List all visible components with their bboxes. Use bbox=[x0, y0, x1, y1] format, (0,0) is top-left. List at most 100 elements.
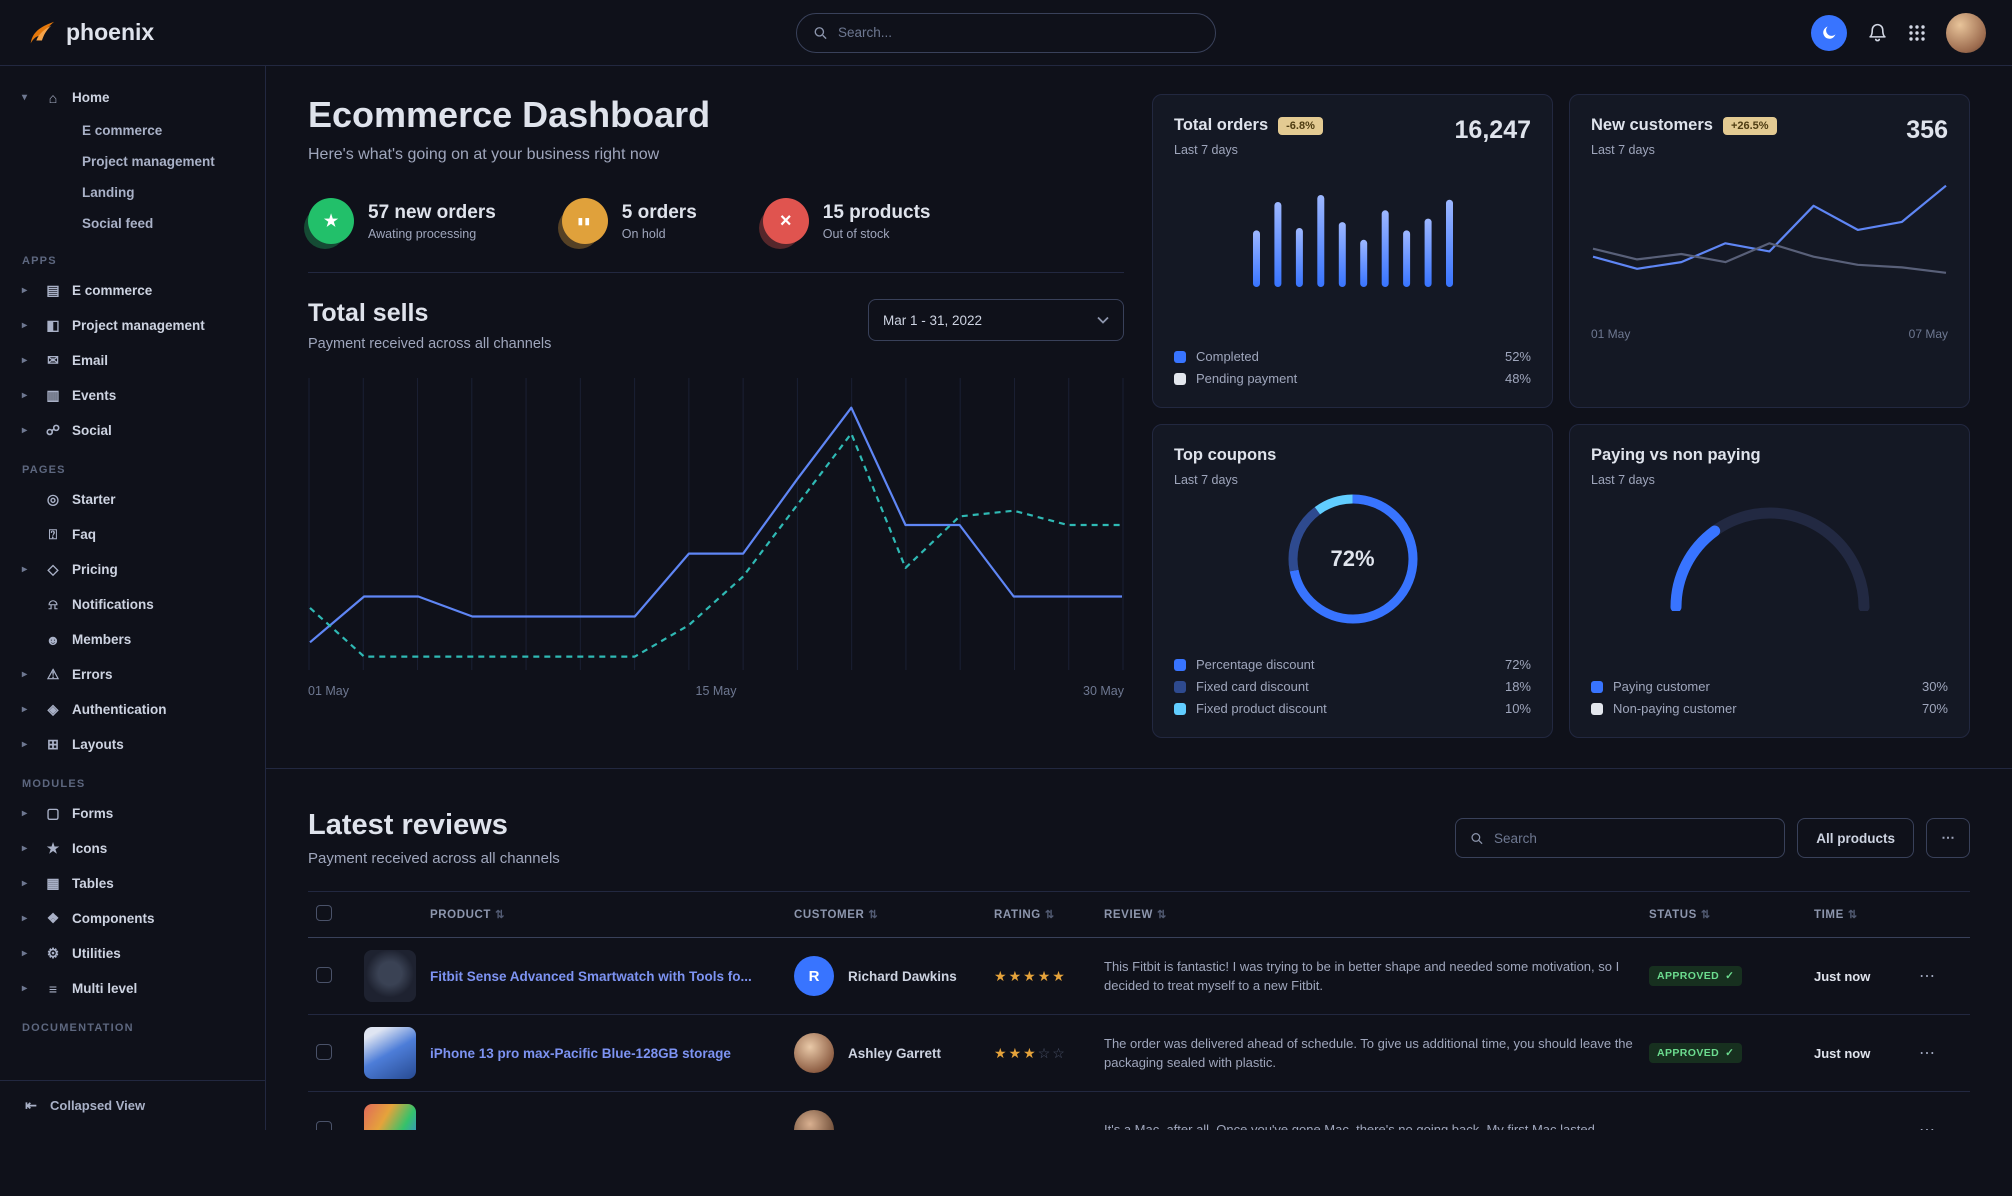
sidebar-item-label: Errors bbox=[72, 667, 113, 682]
legend-value: 52% bbox=[1505, 349, 1531, 364]
sidebar-item-tables[interactable]: ▸ ▦ Tables bbox=[0, 866, 265, 901]
status-badge: APPROVED ✓ bbox=[1649, 966, 1742, 986]
share-icon: ☍ bbox=[44, 422, 62, 439]
sidebar-item-authentication[interactable]: ▸ ◈ Authentication bbox=[0, 692, 265, 727]
sidebar-item-ecommerce[interactable]: ▸ ▤ E commerce bbox=[0, 273, 265, 308]
chevron-right-icon: ▸ bbox=[22, 425, 34, 436]
stat-value: 5 orders bbox=[622, 202, 697, 224]
reviews-search[interactable] bbox=[1455, 818, 1785, 858]
close-icon: × bbox=[763, 198, 809, 244]
reviews-title: Latest reviews bbox=[308, 809, 560, 842]
donut-center-value: 72% bbox=[1287, 493, 1419, 625]
collapse-sidebar-button[interactable]: ⇤ Collapsed View bbox=[0, 1080, 265, 1130]
table-row[interactable]: iPhone 13 pro max-Pacific Blue-128GB sto… bbox=[308, 1015, 1970, 1092]
avatar-image bbox=[1946, 13, 1986, 53]
collapse-label: Collapsed View bbox=[50, 1098, 145, 1113]
sidebar-item-faq[interactable]: ⍰ Faq bbox=[0, 517, 265, 552]
apps-grid-button[interactable] bbox=[1908, 24, 1926, 42]
chevron-right-icon: ▸ bbox=[22, 669, 34, 680]
sidebar-item-social[interactable]: ▸ ☍ Social bbox=[0, 413, 265, 448]
row-actions-button[interactable]: ⋯ bbox=[1919, 1043, 1935, 1063]
row-checkbox[interactable] bbox=[316, 1121, 332, 1131]
cart-icon: ▤ bbox=[44, 282, 62, 299]
notifications-button[interactable] bbox=[1867, 22, 1888, 43]
chevron-right-icon: ▸ bbox=[22, 390, 34, 401]
product-link[interactable]: iPhone 13 pro max-Pacific Blue-128GB sto… bbox=[430, 1046, 731, 1061]
stat-orders-on-hold: ▮▮ 5 orders On hold bbox=[562, 198, 697, 244]
chevron-right-icon: ▸ bbox=[22, 913, 34, 924]
chevron-right-icon: ▸ bbox=[22, 704, 34, 715]
sidebar-item-project-management[interactable]: ▸ ◧ Project management bbox=[0, 308, 265, 343]
sidebar-item-label: Pricing bbox=[72, 562, 118, 577]
column-header-status[interactable]: STATUS⇅ bbox=[1641, 892, 1806, 938]
theme-toggle-button[interactable] bbox=[1811, 15, 1847, 51]
sidebar-subitem-ecommerce[interactable]: E commerce bbox=[0, 115, 265, 146]
top-coupons-donut-wrap: 72% bbox=[1287, 493, 1419, 625]
sidebar-item-forms[interactable]: ▸ ▢ Forms bbox=[0, 796, 265, 831]
column-header-review[interactable]: REVIEW⇅ bbox=[1096, 892, 1641, 938]
card-top-coupons: Top coupons Last 7 days 72% Percentage d… bbox=[1152, 424, 1553, 738]
sidebar-item-starter[interactable]: ◎ Starter bbox=[0, 482, 265, 517]
legend-value: 10% bbox=[1505, 701, 1531, 716]
product-link[interactable]: Fitbit Sense Advanced Smartwatch with To… bbox=[430, 969, 752, 984]
legend-value: 70% bbox=[1922, 701, 1948, 716]
row-checkbox[interactable] bbox=[316, 1044, 332, 1060]
check-icon: ✓ bbox=[1725, 970, 1734, 982]
row-checkbox[interactable] bbox=[316, 967, 332, 983]
card-value: 356 bbox=[1906, 116, 1948, 157]
row-actions-button[interactable]: ⋯ bbox=[1919, 1120, 1935, 1130]
sidebar-item-members[interactable]: ☻ Members bbox=[0, 622, 265, 657]
search-input[interactable] bbox=[838, 25, 1199, 40]
sidebar-item-home[interactable]: ▾ ⌂ Home bbox=[0, 80, 265, 115]
sidebar-item-icons[interactable]: ▸ ★ Icons bbox=[0, 831, 265, 866]
x-axis-label: 15 May bbox=[696, 684, 737, 698]
x-axis-label: 30 May bbox=[1083, 684, 1124, 698]
column-header-product[interactable]: PRODUCT⇅ bbox=[356, 892, 786, 938]
sidebar-subitem-project-management[interactable]: Project management bbox=[0, 146, 265, 177]
layers-icon: ≡ bbox=[44, 981, 62, 997]
sidebar-item-utilities[interactable]: ▸ ⚙ Utilities bbox=[0, 936, 265, 971]
sort-icon: ⇅ bbox=[868, 909, 878, 921]
sort-icon: ⇅ bbox=[495, 909, 505, 921]
sidebar-item-pricing[interactable]: ▸ ◇ Pricing bbox=[0, 552, 265, 587]
sidebar-item-components[interactable]: ▸ ❖ Components bbox=[0, 901, 265, 936]
legend-swatch bbox=[1174, 703, 1186, 715]
sidebar-item-events[interactable]: ▸ ▥ Events bbox=[0, 378, 265, 413]
star-icon: ★ bbox=[44, 840, 62, 857]
user-avatar[interactable] bbox=[1946, 13, 1986, 53]
chevron-down-icon bbox=[1097, 316, 1109, 324]
reviews-search-input[interactable] bbox=[1494, 831, 1770, 846]
legend-swatch bbox=[1174, 373, 1186, 385]
clipboard-icon: ◧ bbox=[44, 317, 62, 334]
search-icon bbox=[1470, 831, 1484, 846]
column-header-rating[interactable]: RATING⇅ bbox=[986, 892, 1096, 938]
select-all-checkbox[interactable] bbox=[316, 905, 332, 921]
all-products-filter-button[interactable]: All products bbox=[1797, 818, 1914, 858]
sidebar-item-label: Tables bbox=[72, 876, 114, 891]
sidebar-item-multi-level[interactable]: ▸ ≡ Multi level bbox=[0, 971, 265, 1006]
sidebar-subitem-landing[interactable]: Landing bbox=[0, 177, 265, 208]
form-icon: ▢ bbox=[44, 805, 62, 822]
sidebar-item-email[interactable]: ▸ ✉ Email bbox=[0, 343, 265, 378]
sidebar-item-label: Faq bbox=[72, 527, 96, 542]
legend-swatch bbox=[1174, 681, 1186, 693]
sidebar-item-errors[interactable]: ▸ ⚠ Errors bbox=[0, 657, 265, 692]
row-actions-button[interactable]: ⋯ bbox=[1919, 966, 1935, 986]
sidebar-item-notifications[interactable]: ⍾ Notifications bbox=[0, 587, 265, 622]
global-search[interactable] bbox=[796, 13, 1216, 53]
column-header-time[interactable]: TIME⇅ bbox=[1806, 892, 1911, 938]
bell-icon bbox=[1867, 22, 1888, 43]
sidebar-subitem-social-feed[interactable]: Social feed bbox=[0, 208, 265, 239]
sidebar-item-layouts[interactable]: ▸ ⊞ Layouts bbox=[0, 727, 265, 762]
table-row[interactable]: It's a Mac, after all. Once you've gone … bbox=[308, 1092, 1970, 1131]
bell-icon: ⍾ bbox=[44, 596, 62, 613]
reviews-more-button[interactable]: ⋯ bbox=[1926, 818, 1970, 858]
column-header-customer[interactable]: CUSTOMER⇅ bbox=[786, 892, 986, 938]
search-icon bbox=[813, 25, 828, 41]
card-period: Last 7 days bbox=[1174, 473, 1276, 487]
legend-label: Non-paying customer bbox=[1613, 701, 1737, 716]
table-row[interactable]: Fitbit Sense Advanced Smartwatch with To… bbox=[308, 938, 1970, 1015]
brand-logo[interactable]: phoenix bbox=[26, 18, 154, 48]
main-content: Ecommerce Dashboard Here's what's going … bbox=[266, 66, 2012, 1130]
date-range-select[interactable]: Mar 1 - 31, 2022 bbox=[868, 299, 1124, 341]
